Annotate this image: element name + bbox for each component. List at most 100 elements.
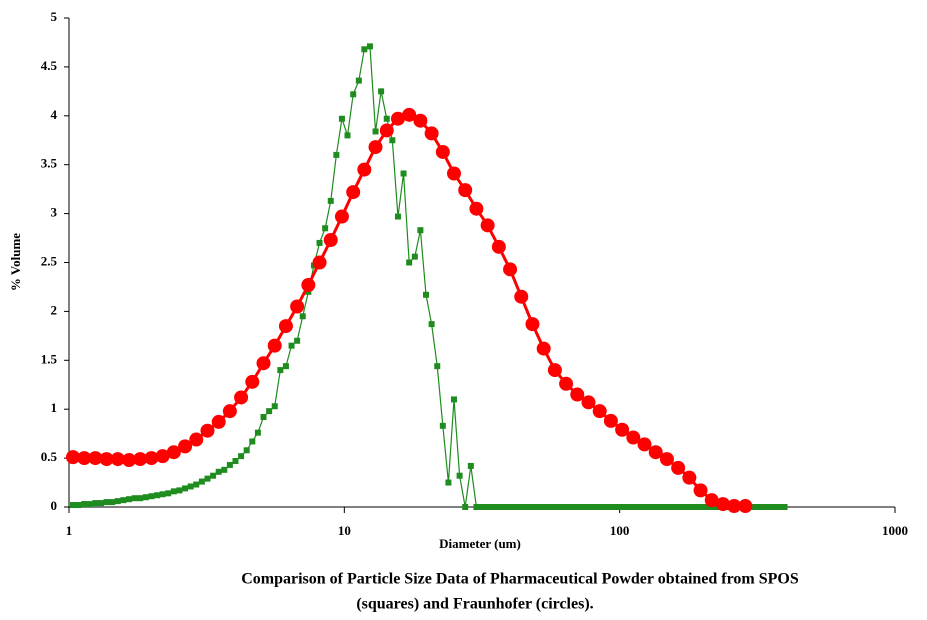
circle-marker [256,356,271,371]
square-marker [619,504,626,510]
square-marker [775,504,782,510]
square-marker [271,403,278,410]
circle-marker [77,451,92,466]
circle-marker [122,453,137,468]
square-marker [602,504,609,510]
circle-marker [178,439,193,454]
square-marker [126,496,133,503]
circle-marker [727,499,742,514]
circle-marker [278,319,293,334]
circle-marker [715,497,730,512]
circle-marker [290,299,305,314]
square-marker [691,504,698,510]
circle-marker [671,460,686,475]
square-marker [428,321,435,328]
square-marker [613,504,620,510]
circle-marker [357,162,372,177]
square-marker [187,483,194,490]
circle-marker [514,289,529,304]
circle-marker [110,452,125,467]
circle-marker [435,144,450,159]
circle-marker [334,209,349,224]
square-marker [327,197,334,204]
circle-marker [222,404,237,419]
square-marker [759,504,766,510]
y-tick-label: 3.5 [41,156,58,171]
circle-marker [615,422,630,437]
square-marker [86,501,93,508]
square-marker [450,396,457,403]
square-marker [579,504,586,510]
circle-marker [446,166,461,181]
square-marker [165,490,172,497]
square-marker [423,291,430,298]
x-tick-label: 100 [610,523,630,538]
circle-marker [155,449,170,464]
square-marker [658,504,665,510]
square-marker [417,227,424,234]
square-marker [316,239,323,246]
square-marker [322,225,329,232]
circle-marker [637,437,652,452]
circle-marker [536,341,551,356]
square-marker [641,504,648,510]
circle-marker [144,451,159,466]
circle-marker [480,218,495,233]
square-marker [770,504,777,510]
circle-marker [547,363,562,378]
x-tick-label: 1000 [882,523,908,538]
square-marker [249,438,256,445]
square-marker [518,504,525,510]
y-tick-label: 1 [51,400,58,415]
circle-marker [133,452,148,467]
caption-line: Comparison of Particle Size Data of Phar… [241,571,799,588]
square-marker [596,504,603,510]
circle-marker [570,387,585,402]
square-marker [703,504,710,510]
square-marker [490,504,497,510]
square-marker [198,478,205,485]
square-marker [445,479,452,486]
square-marker [563,504,570,510]
square-marker [299,313,306,320]
circle-marker [189,432,204,447]
circle-marker [346,185,361,200]
circle-marker [503,262,518,277]
circle-marker [693,483,708,498]
circle-marker [738,499,753,514]
circle-marker [648,445,663,460]
square-marker [176,487,183,494]
circle-marker [659,452,674,467]
circle-marker [390,111,405,126]
square-marker [574,504,581,510]
square-marker [462,504,469,510]
square-marker [159,491,166,498]
circle-marker [323,233,338,248]
circle-marker [301,277,316,292]
square-marker [680,504,687,510]
square-marker [652,504,659,510]
square-marker [607,504,614,510]
y-tick-label: 3 [51,205,58,220]
square-marker [243,447,250,454]
square-marker [484,504,491,510]
square-marker [456,472,463,479]
square-marker [540,504,547,510]
circle-marker [525,317,540,332]
y-tick-label: 1.5 [41,351,58,366]
square-marker [92,500,99,507]
y-axis-title: % Volume [8,233,23,291]
square-marker [361,46,368,53]
circle-marker [626,430,641,445]
square-marker [624,504,631,510]
square-marker [495,504,502,510]
x-tick-label: 1 [66,523,73,538]
square-marker [523,504,530,510]
square-marker [439,422,446,429]
y-tick-label: 2 [51,302,58,317]
square-marker [338,115,345,122]
square-marker [109,499,116,506]
y-tick-label: 5 [51,9,58,24]
square-marker [142,494,149,501]
